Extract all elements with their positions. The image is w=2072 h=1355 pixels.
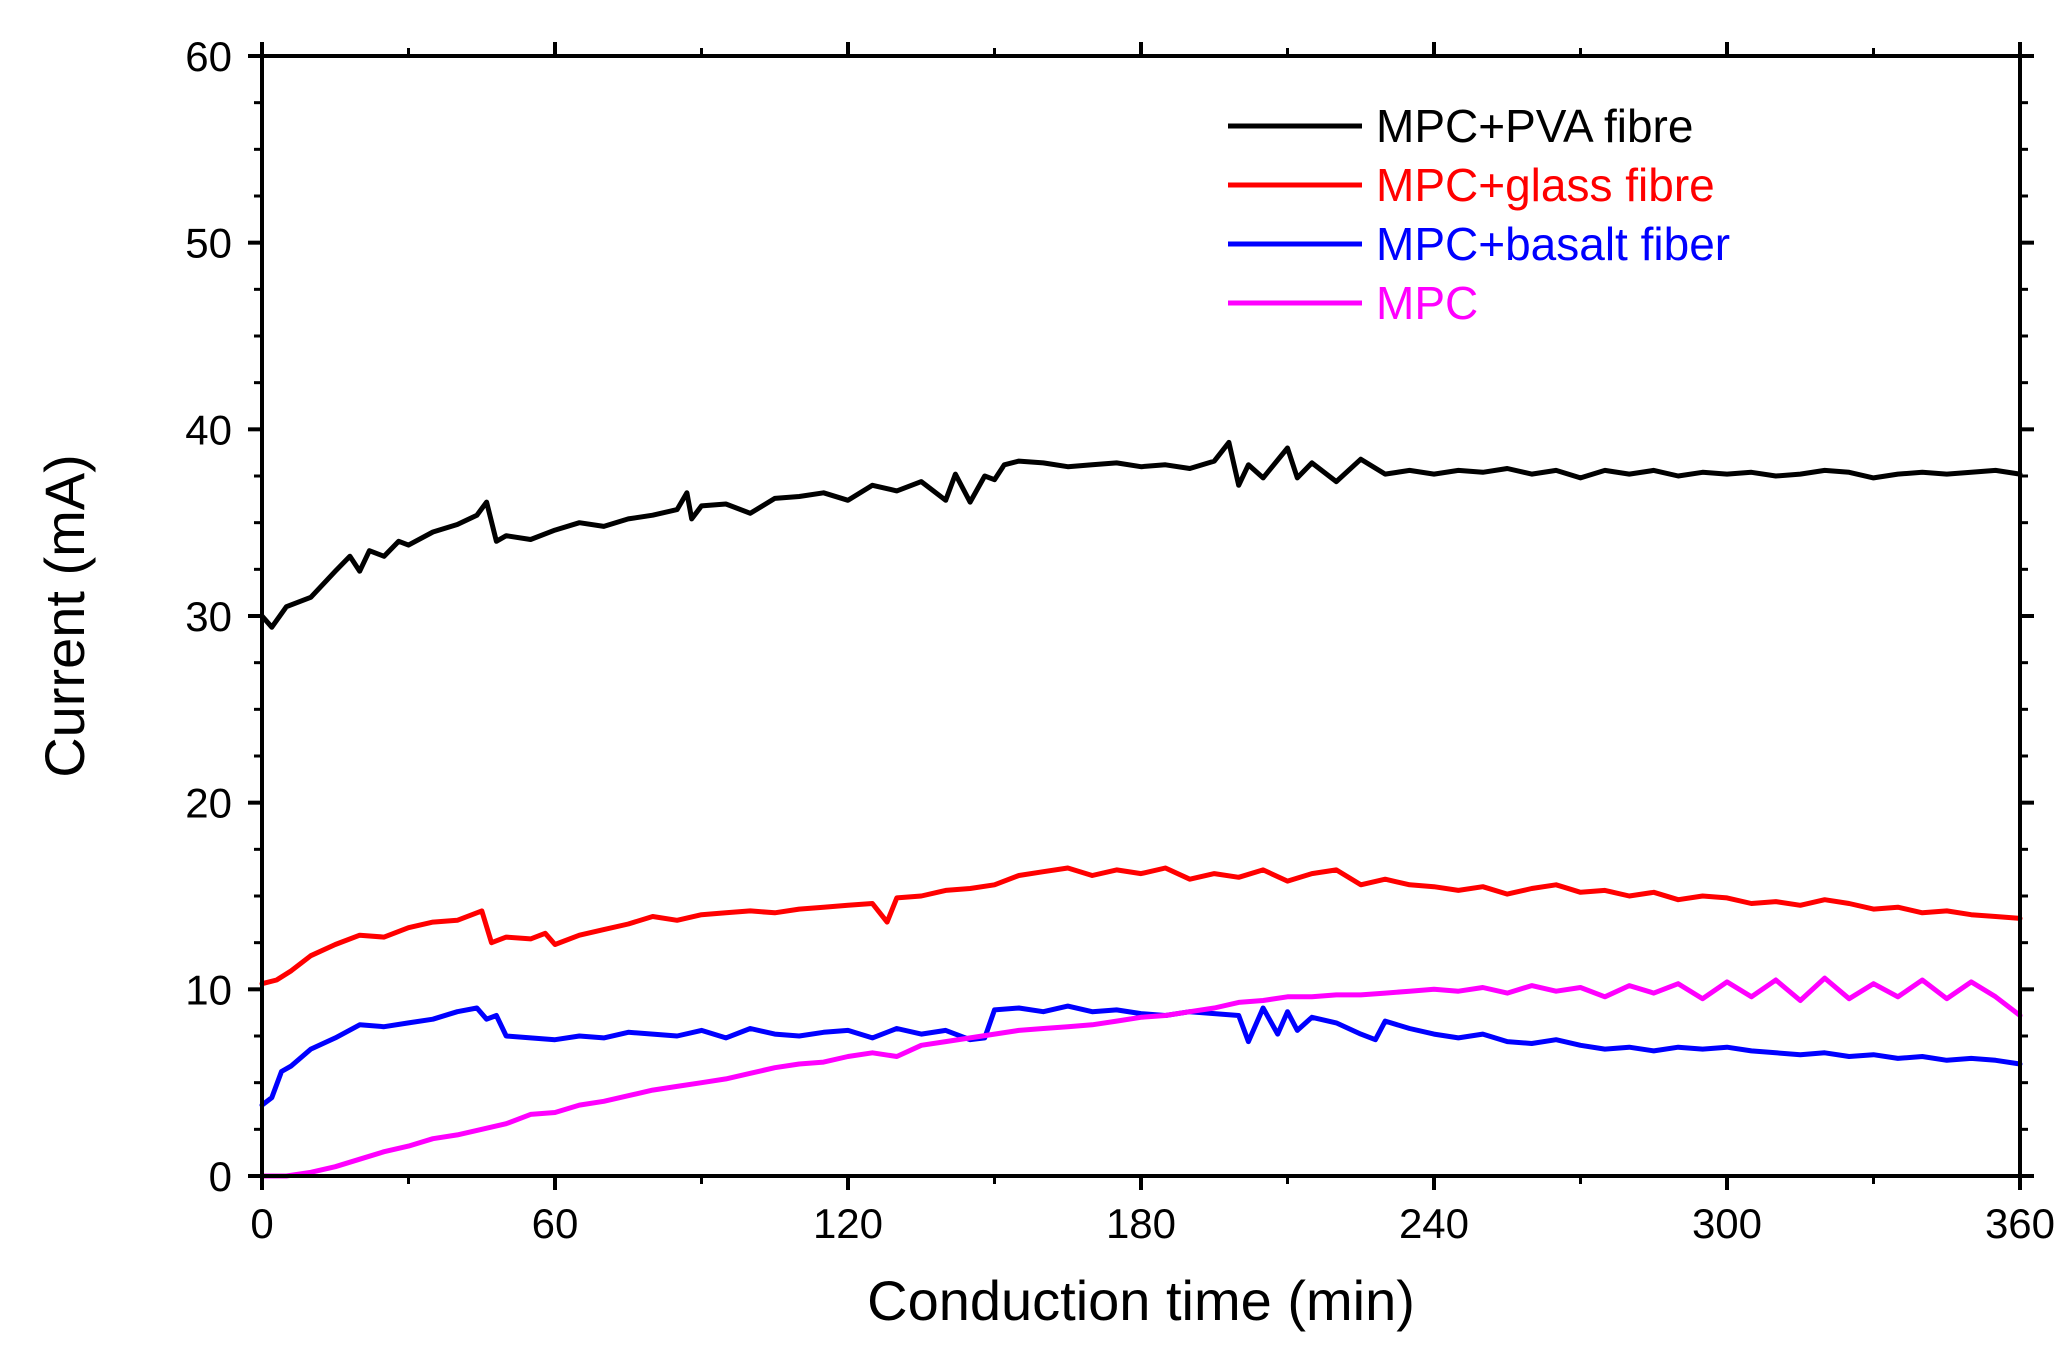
legend-label-3: MPC	[1376, 277, 1478, 329]
y-tick-label: 0	[209, 1153, 232, 1200]
y-tick-label: 40	[185, 406, 232, 453]
y-axis-title: Current (mA)	[33, 454, 96, 778]
series-line-3	[259, 975, 2023, 1179]
y-tick-label: 10	[185, 966, 232, 1013]
series-line-1	[259, 865, 2023, 987]
legend-label-1: MPC+glass fibre	[1376, 159, 1715, 211]
x-axis-title: Conduction time (min)	[867, 1269, 1415, 1332]
x-tick-label: 60	[532, 1200, 579, 1247]
x-tick-label: 240	[1399, 1200, 1469, 1247]
x-tick-label: 180	[1106, 1200, 1176, 1247]
legend-label-2: MPC+basalt fiber	[1376, 218, 1730, 270]
y-tick-label: 30	[185, 593, 232, 640]
series-line-0	[259, 439, 2023, 630]
series-layer	[259, 439, 2023, 1179]
x-tick-label: 360	[1985, 1200, 2055, 1247]
x-tick-label: 300	[1692, 1200, 1762, 1247]
x-tick-label: 0	[250, 1200, 273, 1247]
y-tick-label: 60	[185, 33, 232, 80]
legend-label-0: MPC+PVA fibre	[1376, 100, 1693, 152]
x-tick-label: 120	[813, 1200, 883, 1247]
legend: MPC+PVA fibre MPC+glass fibre MPC+basalt f…	[1228, 100, 1730, 329]
series-line-2	[259, 1003, 2023, 1108]
y-tick-label: 20	[185, 780, 232, 827]
y-tick-label: 50	[185, 220, 232, 267]
tick-layer: 0 60 120 180 240 300 360 0 10 20 30 40 50 60	[185, 33, 2055, 1247]
